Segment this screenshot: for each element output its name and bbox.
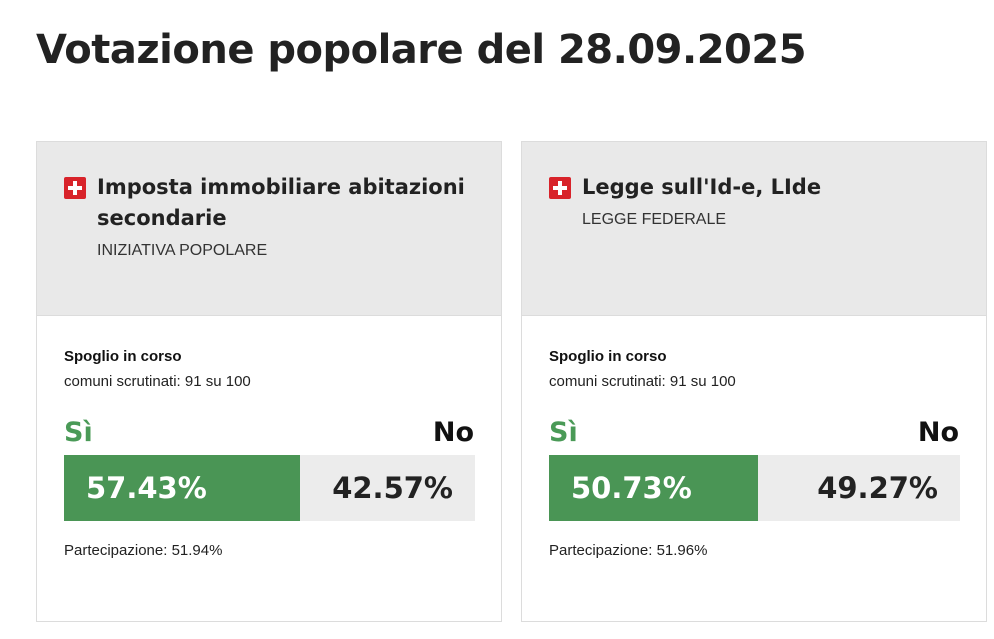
vote-title[interactable]: Legge sull'Id-e, LIde [582,175,822,199]
result-bar: 50.73% 49.27% [549,455,960,521]
vote-card-body: Spoglio in corso comuni scrutinati: 91 s… [37,316,501,559]
no-label: No [917,417,959,448]
swiss-flag-icon [64,177,86,199]
yes-no-labels: Sì No [64,414,474,448]
yes-label: Sì [549,417,578,448]
vote-card-header: Imposta immobiliare abitazioni secondari… [37,142,501,316]
no-label: No [432,417,474,448]
vote-card-imposta-immobiliare[interactable]: Imposta immobiliare abitazioni secondari… [36,141,502,622]
no-percent: 42.57% [332,471,453,505]
swiss-flag-icon [549,177,571,199]
counted-municipalities: comuni scrutinati: 91 su 100 [549,373,736,390]
vote-title[interactable]: Imposta immobiliare abitazioni secondari… [97,175,465,230]
yes-percent: 50.73% [549,455,758,521]
yes-label: Sì [64,417,93,448]
vote-card-header: Legge sull'Id-e, LIde LEGGE FEDERALE [522,142,986,316]
counted-municipalities: comuni scrutinati: 91 su 100 [64,373,251,390]
turnout: Partecipazione: 51.96% [549,542,708,559]
count-status: Spoglio in corso [64,348,182,365]
count-status: Spoglio in corso [549,348,667,365]
page-title: Votazione popolare del 28.09.2025 [36,27,807,73]
result-bar: 57.43% 42.57% [64,455,475,521]
turnout: Partecipazione: 51.94% [64,542,223,559]
vote-type: LEGGE FEDERALE [582,211,727,228]
no-percent: 49.27% [817,471,938,505]
vote-card-body: Spoglio in corso comuni scrutinati: 91 s… [522,316,986,559]
vote-type: INIZIATIVA POPOLARE [97,242,268,259]
yes-no-labels: Sì No [549,414,959,448]
yes-percent: 57.43% [64,455,301,521]
vote-card-legge-id-e[interactable]: Legge sull'Id-e, LIde LEGGE FEDERALE Spo… [521,141,987,622]
